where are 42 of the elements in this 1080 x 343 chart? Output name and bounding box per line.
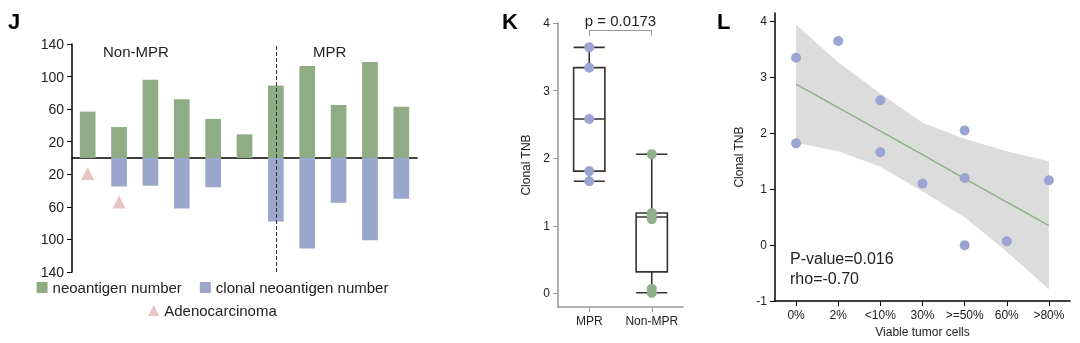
x-tick-label: 30% xyxy=(910,308,935,323)
chart-title: J xyxy=(8,8,21,34)
x-tick-label: >80% xyxy=(1033,308,1065,323)
y-tick-label: 3 xyxy=(543,83,551,98)
chart-title: L xyxy=(717,8,731,34)
x-axis-title: Viable tumor cells xyxy=(875,325,970,339)
annotation: P-value=0.016 xyxy=(790,249,894,267)
y-tick-label: 4 xyxy=(760,14,768,29)
y-tick-label: 140 xyxy=(40,36,65,52)
y-axis-title: Clonal TNB xyxy=(732,126,747,188)
y-tick-label: 100 xyxy=(40,68,65,85)
chart-title: K xyxy=(502,8,518,34)
annotation: p = 0.0173 xyxy=(584,12,657,29)
y-tick-label: 2 xyxy=(543,151,551,166)
x-tick-label: Non-MPR xyxy=(625,314,679,328)
y-tick-label: 1 xyxy=(760,182,768,197)
y-tick-label: 140 xyxy=(40,264,65,280)
legend-label: Adenocarcinoma xyxy=(164,302,278,319)
y-tick-label: 20 xyxy=(48,166,65,183)
legend-label: neoantigen number xyxy=(52,279,182,296)
annotation: rho=-0.70 xyxy=(790,269,860,287)
x-tick-label: MPR xyxy=(575,314,603,328)
y-tick-label: 0 xyxy=(543,286,551,301)
annotation: MPR xyxy=(313,43,347,60)
y-tick-label: 20 xyxy=(48,133,65,150)
x-tick-label: <10% xyxy=(864,308,897,323)
x-tick-label: 2% xyxy=(829,308,848,323)
x-tick-label: 0% xyxy=(787,308,806,323)
y-tick-label: 3 xyxy=(760,70,768,85)
y-tick-label: 60 xyxy=(48,101,65,118)
legend-label: clonal neoantigen number xyxy=(215,279,389,296)
y-axis-title: Clonal TNB xyxy=(519,134,534,196)
y-tick-label: 60 xyxy=(48,198,65,215)
x-tick-label: 60% xyxy=(994,308,1020,323)
y-tick-label: 2 xyxy=(760,126,768,141)
y-tick-label: 100 xyxy=(40,231,65,248)
y-tick-label: 1 xyxy=(543,218,551,233)
y-tick-label: 0 xyxy=(760,238,768,253)
y-tick-label: -1 xyxy=(756,294,768,309)
x-tick-label: >=50% xyxy=(945,308,984,323)
y-tick-label: 4 xyxy=(543,16,551,30)
annotation: Non-MPR xyxy=(103,43,170,60)
